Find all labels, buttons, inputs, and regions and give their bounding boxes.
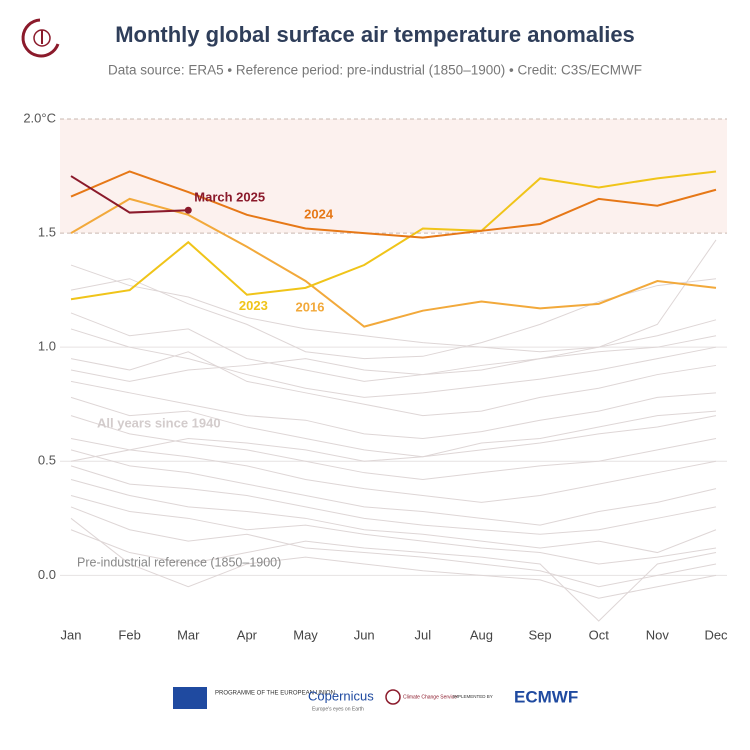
series-label: 2024 [304, 207, 334, 222]
x-tick-label: Jul [415, 627, 432, 642]
eu-text: PROGRAMME OF THE EUROPEAN UNION [215, 691, 335, 697]
series-label: 2016 [296, 299, 325, 314]
year-line [70, 465, 717, 535]
footer: PROGRAMME OF THE EUROPEAN UNION Copernic… [173, 687, 578, 712]
year-line [70, 335, 717, 382]
year-line [70, 449, 717, 526]
year-line [70, 264, 717, 353]
highlight-line [70, 175, 189, 214]
year-line [70, 328, 717, 398]
x-tick-label: Apr [237, 627, 258, 642]
annotation: Pre-industrial reference (1850–1900) [77, 555, 281, 569]
year-line [70, 351, 717, 417]
x-tick-label: Mar [177, 627, 200, 642]
chart-subtitle: Data source: ERA5 • Reference period: pr… [108, 63, 642, 78]
year-line [70, 410, 717, 462]
implemented: IMPLEMENTED BY [453, 694, 493, 699]
end-marker [184, 206, 192, 214]
copernicus-sub: Europe's eyes on Earth [312, 706, 364, 712]
year-line [70, 239, 717, 382]
x-tick-label: Oct [589, 627, 610, 642]
year-line [70, 278, 717, 360]
year-line [70, 415, 717, 481]
copernicus: Copernicus [308, 688, 374, 703]
year-line [70, 495, 717, 565]
series-label: March 2025 [194, 190, 265, 205]
year-line [70, 437, 717, 503]
x-tick-label: Dec [704, 627, 728, 642]
x-tick-label: Jun [354, 627, 375, 642]
year-line [70, 479, 717, 554]
y-tick-label: 1.5 [38, 225, 56, 240]
year-line [70, 529, 717, 622]
c3s: Climate Change Service [403, 694, 457, 700]
x-tick-label: Feb [118, 627, 140, 642]
chart-title: Monthly global surface air temperature a… [115, 22, 635, 47]
year-line [70, 506, 717, 588]
threshold-band [60, 119, 727, 234]
x-tick-label: Nov [646, 627, 670, 642]
y-tick-label: 2.0°C [23, 110, 56, 125]
x-tick-label: Jan [61, 627, 82, 642]
highlight-line [70, 197, 717, 328]
eu-flag [173, 687, 207, 709]
plot: 2.0°C 1.5 1.0 0.5 0.0 Jan Feb Mar Apr May Jun Jul Au… [23, 110, 728, 642]
annotation: All years since 1940 [97, 415, 221, 430]
year-line [70, 396, 717, 458]
highlight-line [70, 170, 717, 239]
y-tick-label: 0.0 [38, 567, 56, 582]
series-label: 2023 [239, 298, 268, 313]
highlight-line [70, 170, 717, 301]
year-line [70, 517, 717, 599]
c3s-icon [385, 689, 401, 705]
logo [21, 18, 60, 58]
x-tick-label: Sep [529, 627, 552, 642]
x-tick-label: May [293, 627, 318, 642]
ecmwf: ECMWF [514, 687, 578, 706]
y-tick-label: 1.0 [38, 339, 56, 354]
x-tick-label: Aug [470, 627, 493, 642]
y-tick-label: 0.5 [38, 453, 56, 468]
year-line [70, 380, 717, 439]
